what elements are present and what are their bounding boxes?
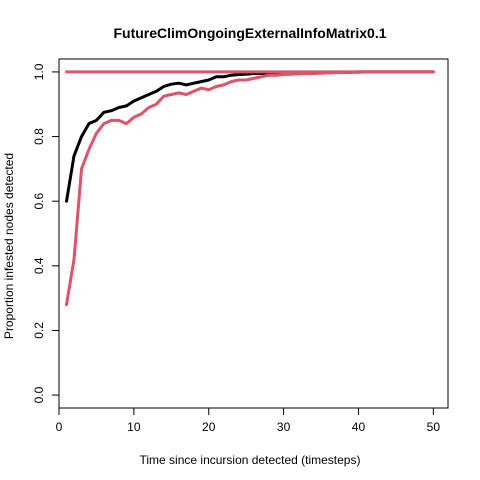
x-tick-label: 40 xyxy=(352,420,366,434)
y-axis-label: Proportion infested nodes detected xyxy=(2,153,16,339)
chart-title: FutureClimOngoingExternalInfoMatrix0.1 xyxy=(113,25,386,41)
x-tick-label: 0 xyxy=(56,420,63,434)
x-tick-label: 20 xyxy=(202,420,216,434)
x-tick-label: 10 xyxy=(127,420,141,434)
y-tick-label: 1.0 xyxy=(32,63,46,80)
y-tick-label: 0.2 xyxy=(32,322,46,339)
x-axis-label: Time since incursion detected (timesteps… xyxy=(140,453,361,467)
y-tick-label: 0.4 xyxy=(32,257,46,274)
y-tick-label: 0.8 xyxy=(32,128,46,145)
y-tick-label: 0.6 xyxy=(32,193,46,210)
x-tick-label: 50 xyxy=(427,420,441,434)
y-tick-label: 0.0 xyxy=(32,386,46,403)
x-tick-label: 30 xyxy=(277,420,291,434)
